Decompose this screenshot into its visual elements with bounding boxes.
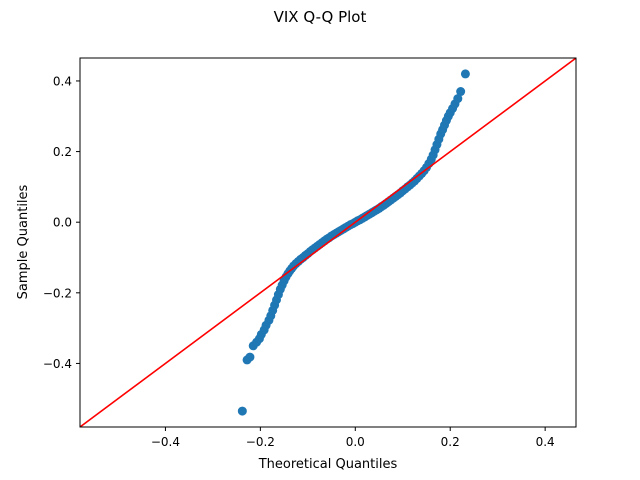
- y-tick-label: −0.2: [43, 286, 72, 300]
- x-tick-label: −0.2: [246, 435, 275, 449]
- y-tick-label: 0.4: [53, 74, 72, 88]
- data-point: [245, 352, 255, 362]
- x-tick-label: 0.4: [536, 435, 555, 449]
- reference-line: [80, 58, 576, 427]
- data-point: [453, 94, 463, 104]
- y-axis-label: Sample Quantiles: [16, 184, 31, 299]
- y-tick-label: 0.0: [53, 216, 72, 230]
- x-axis-label: Theoretical Quantiles: [258, 457, 398, 472]
- chart-title: VIX Q-Q Plot: [274, 8, 367, 26]
- y-axis-ticks: −0.4 −0.2 0.0 0.2 0.4: [43, 74, 80, 371]
- x-tick-label: 0.0: [346, 435, 365, 449]
- x-tick-label: −0.4: [151, 435, 180, 449]
- x-axis-ticks: −0.4 −0.2 0.0 0.2 0.4: [151, 427, 555, 449]
- data-point: [237, 406, 247, 416]
- y-tick-label: 0.2: [53, 145, 72, 159]
- data-point: [456, 87, 466, 97]
- x-tick-label: 0.2: [441, 435, 460, 449]
- data-point: [460, 69, 470, 79]
- plot-area: [80, 58, 576, 427]
- y-tick-label: −0.4: [43, 357, 72, 371]
- plot-frame: [79, 57, 577, 428]
